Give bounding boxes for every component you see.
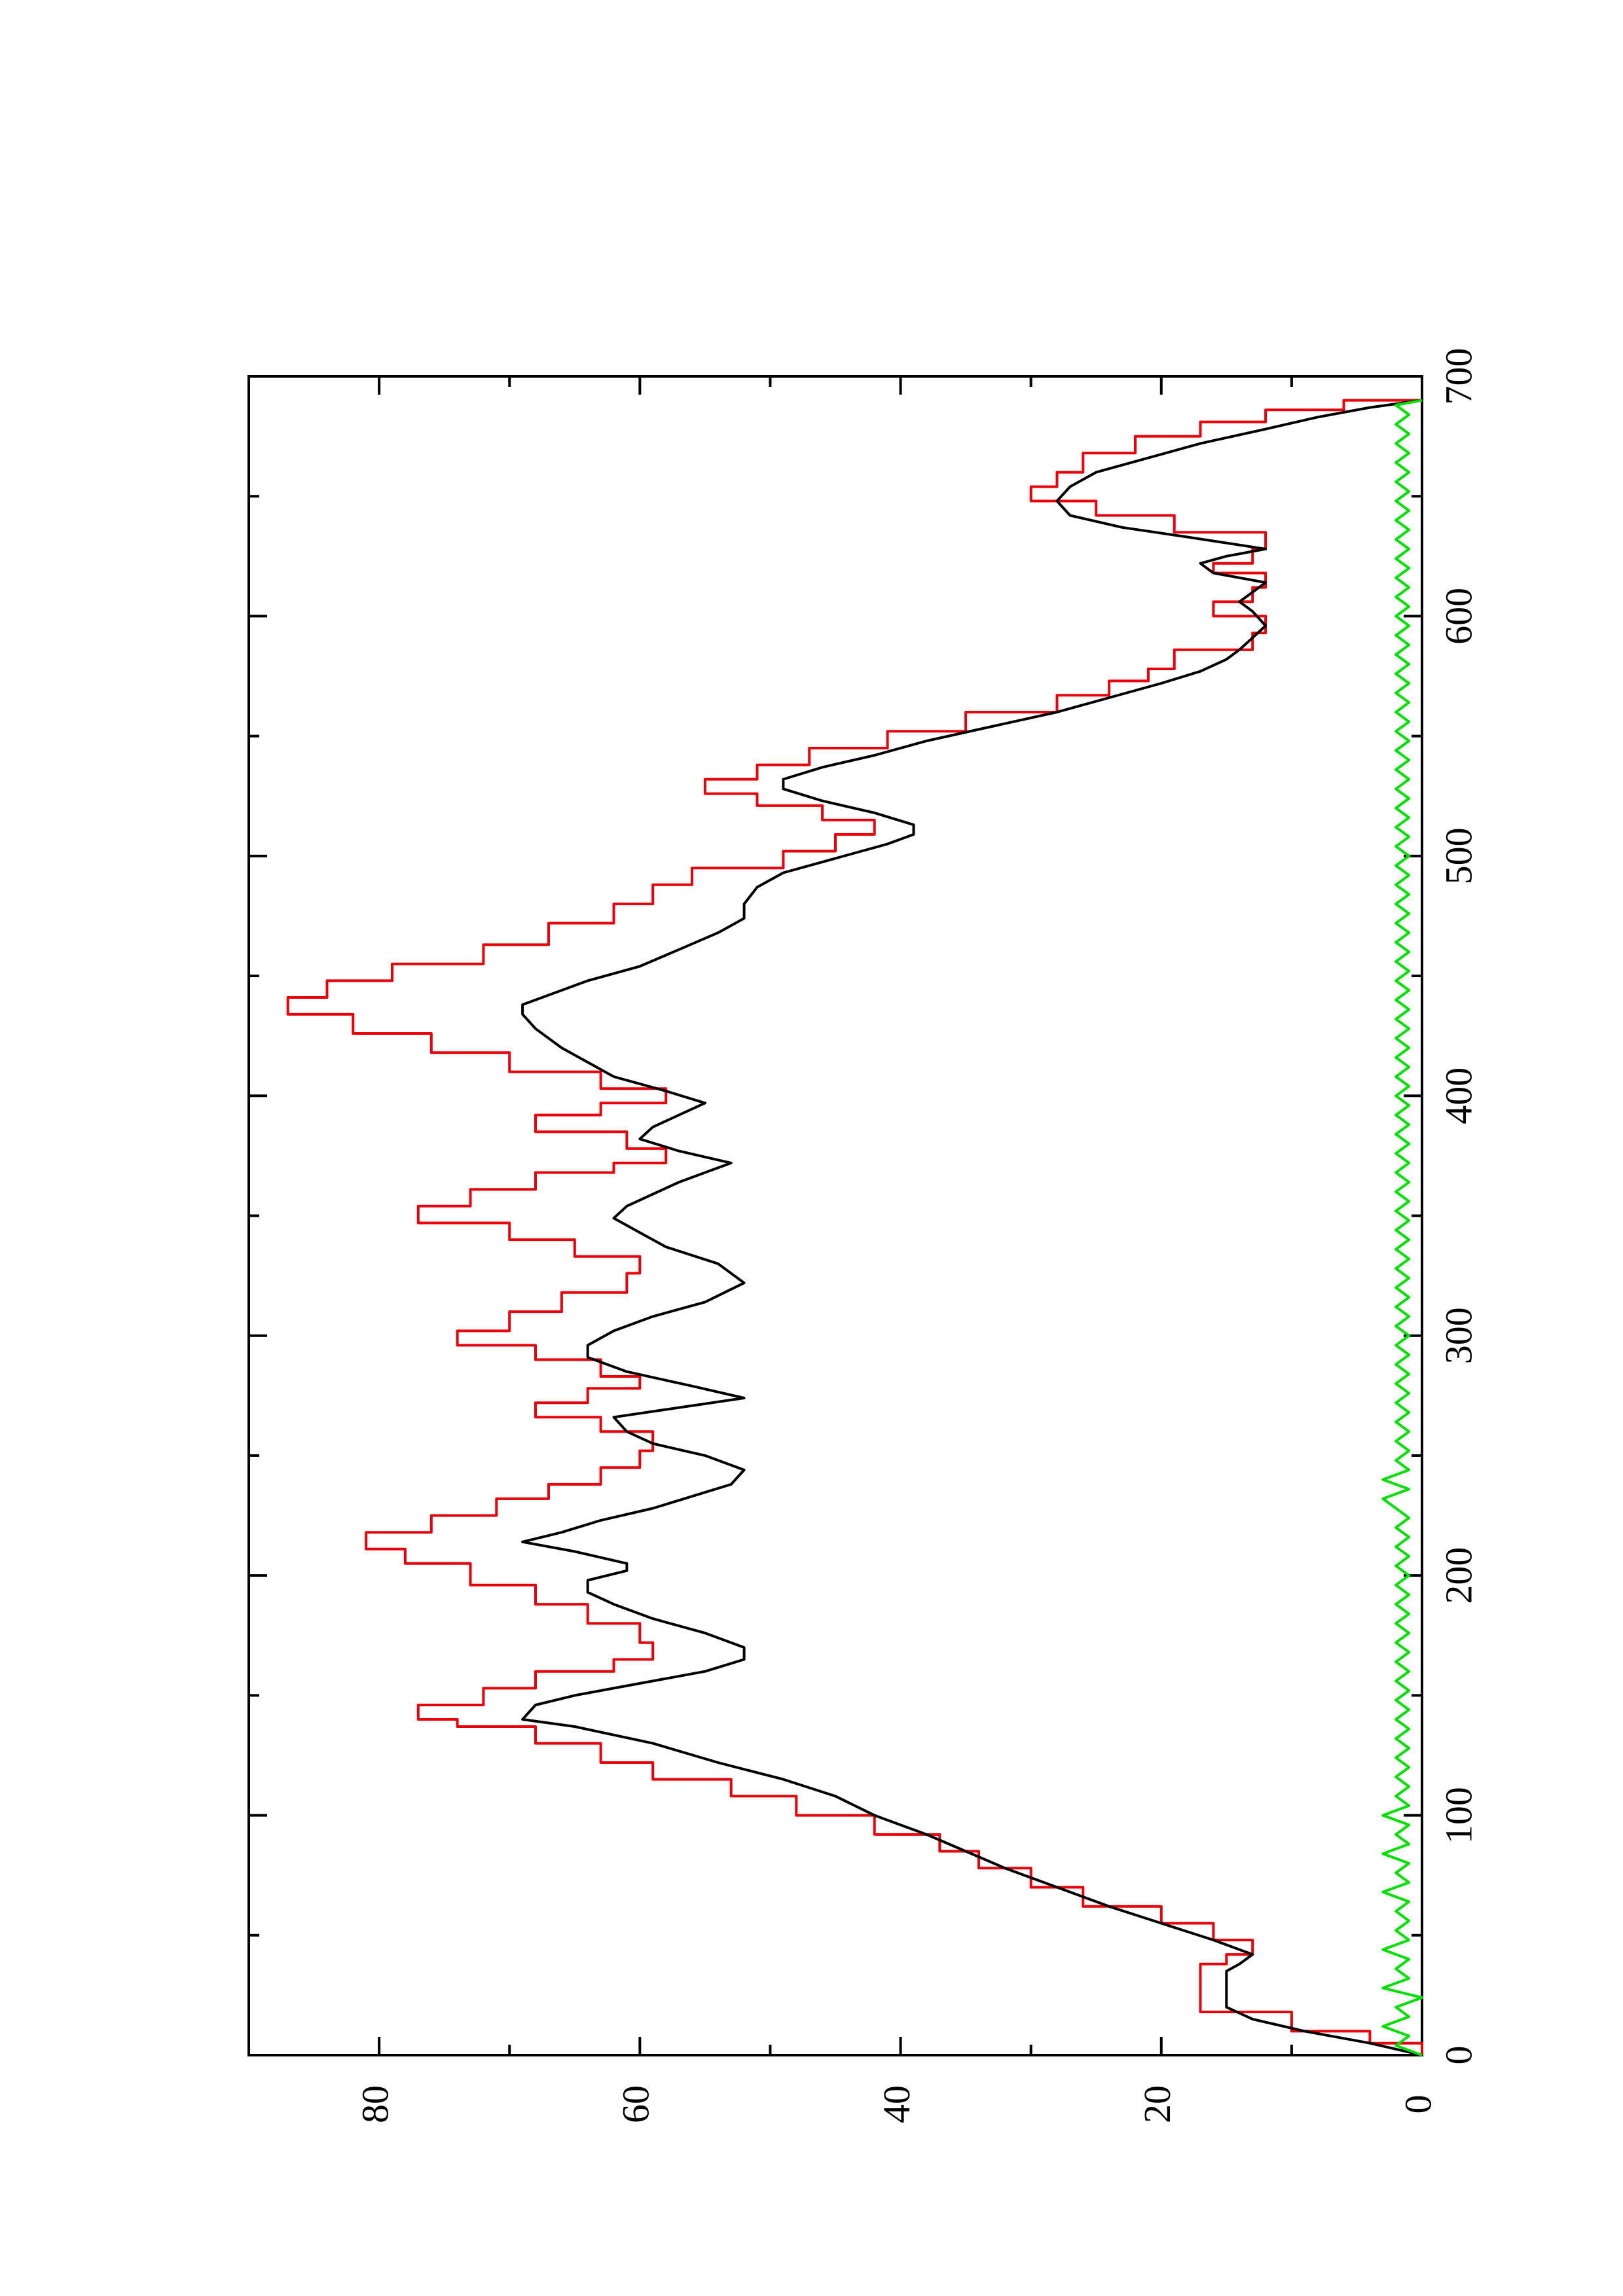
x-tick-label: 200 [1437,1547,1480,1604]
y-tick-label: 0 [1396,2095,1439,2114]
x-tick-label: 0 [1437,2046,1480,2065]
series-green-line [1381,399,1423,2056]
x-tick-label: 600 [1437,588,1480,645]
series-red-step-line [286,399,1423,2055]
y-tick-label: 60 [615,2085,657,2123]
x-tick-label: 400 [1437,1067,1480,1124]
y-tick-label: 80 [354,2085,396,2123]
y-tick-label: 20 [1136,2085,1178,2123]
y-tick-label: 40 [875,2085,918,2123]
x-tick-label: 500 [1437,827,1480,884]
x-tick-label: 300 [1437,1307,1480,1364]
series-black-line [521,399,1423,2056]
x-tick-label: 100 [1437,1787,1480,1844]
plot-area: 0 100 200 300 400 500 600 700 0 20 40 60 80 [247,348,1480,2123]
x-tick-label: 700 [1437,348,1480,405]
plot-frame [247,375,1423,2056]
